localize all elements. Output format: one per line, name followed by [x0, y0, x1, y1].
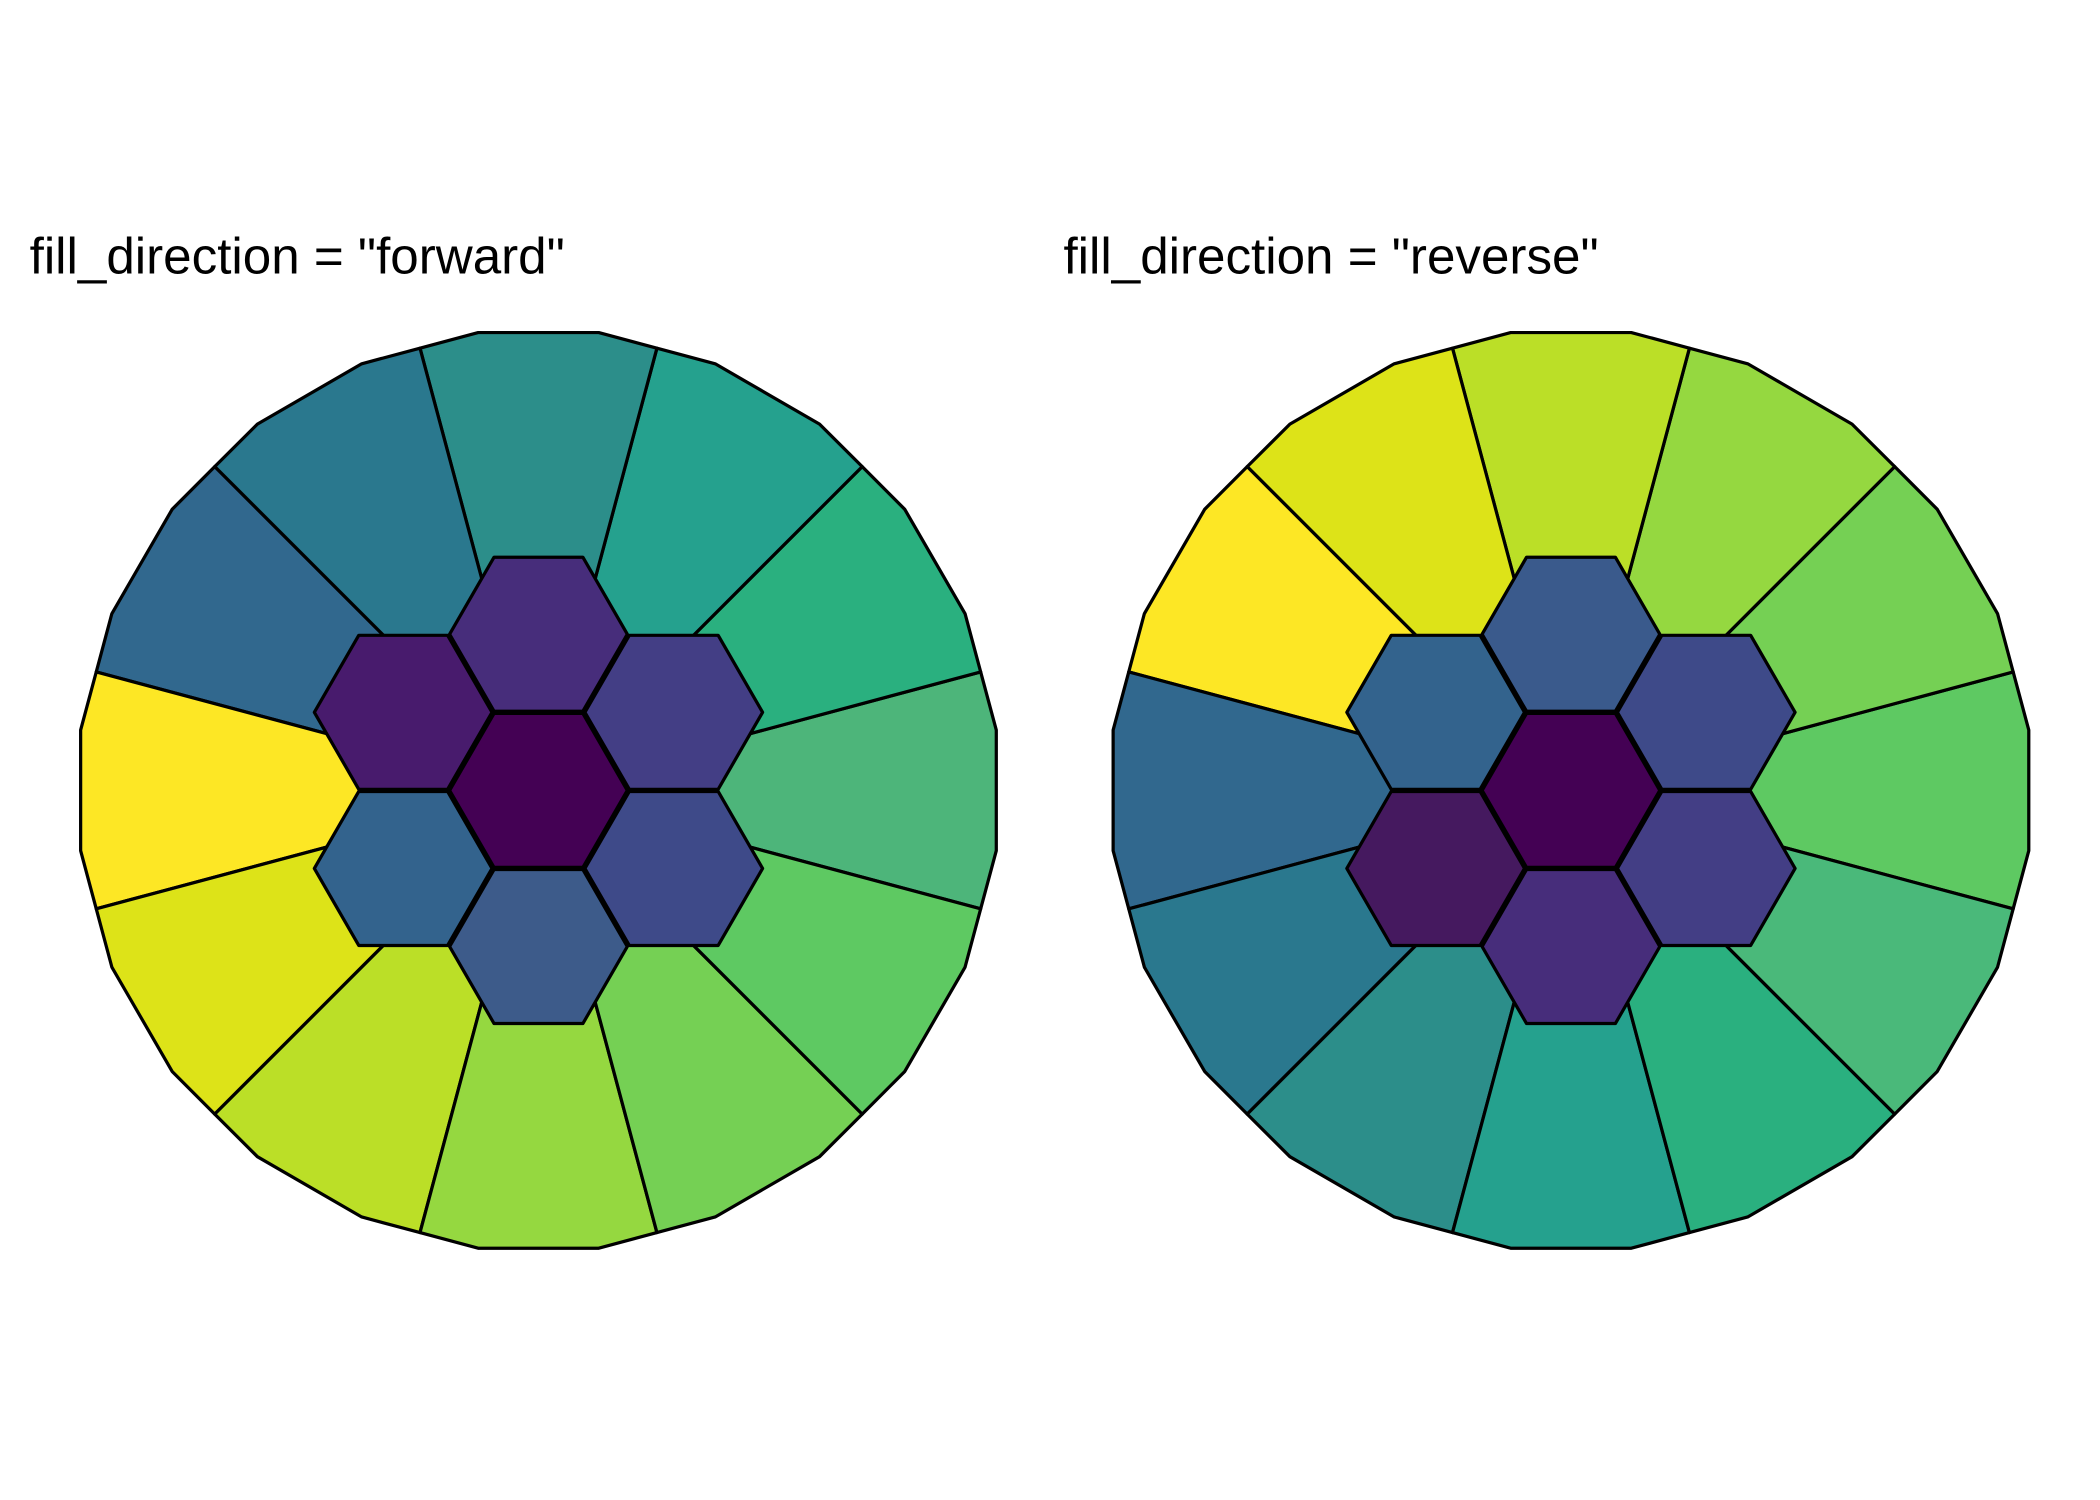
puzzle-piece — [448, 711, 629, 870]
puzzle-piece — [312, 789, 494, 948]
panel-title: fill_direction = "reverse" — [1063, 227, 1598, 284]
panel-title: fill_direction = "forward" — [30, 227, 565, 284]
puzzle-piece — [583, 633, 765, 791]
puzzle-piece — [1345, 789, 1527, 948]
puzzle-piece — [1615, 789, 1797, 948]
puzzle-piece — [448, 555, 629, 713]
puzzle-forward — [79, 330, 998, 1250]
puzzle-piece — [1480, 711, 1662, 870]
puzzle-piece — [1480, 867, 1662, 1026]
puzzle-piece — [583, 789, 765, 948]
puzzle-piece — [312, 633, 494, 791]
puzzle-piece — [1615, 633, 1797, 791]
puzzle-reverse — [1111, 330, 2031, 1250]
puzzle-piece — [1345, 633, 1527, 791]
puzzle-piece — [448, 867, 629, 1026]
puzzle-piece — [1480, 555, 1662, 713]
